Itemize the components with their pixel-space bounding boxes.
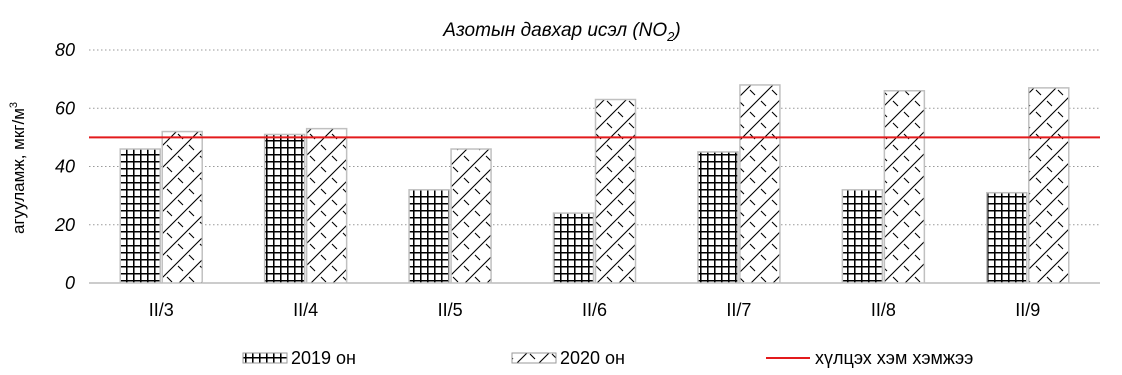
y-tick-label: 60 <box>55 98 75 118</box>
bar-series-2020 <box>739 84 781 284</box>
x-tick-labels: II/3 II/4 II/5 II/6 II/7 II/8 II/9 <box>149 300 1041 320</box>
x-tick-label: II/9 <box>1015 300 1040 320</box>
bar-series-2019 <box>408 189 450 284</box>
bar-series-2020 <box>161 130 203 284</box>
bar-series-2019 <box>697 151 739 284</box>
x-tick-label: II/5 <box>438 300 463 320</box>
chart-title: Азотын давхар исэл (NO2) <box>442 20 680 44</box>
y-tick-label: 20 <box>54 215 75 235</box>
legend-label-2020: 2020 он <box>560 348 625 368</box>
y-axis-label: агууламж, мкг/м3 <box>8 102 28 234</box>
bar-series-2020 <box>594 98 637 284</box>
x-tick-label: II/7 <box>726 300 751 320</box>
bar-series-2020 <box>450 148 492 284</box>
bar-series-2019 <box>841 189 884 284</box>
y-tick-label: 0 <box>65 273 75 293</box>
legend-swatch-2019 <box>242 352 288 364</box>
y-tick-labels: 0 20 40 60 80 <box>54 40 75 293</box>
legend-swatch-2020 <box>511 352 557 364</box>
bar-series-2019 <box>552 212 595 284</box>
gridlines <box>89 49 1100 284</box>
bar-series-2019 <box>986 191 1028 284</box>
bar-series-2019 <box>119 148 161 284</box>
legend-label-2019: 2019 он <box>291 348 356 368</box>
x-tick-label: II/4 <box>293 300 318 320</box>
bars <box>119 84 1070 284</box>
bar-series-2020 <box>883 90 926 284</box>
bar-series-2019 <box>263 133 306 284</box>
x-tick-label: II/8 <box>871 300 896 320</box>
legend: 2019 он 2020 он хүлцэх хэм хэмжээ <box>242 348 973 368</box>
x-tick-label: II/3 <box>149 300 174 320</box>
y-tick-label: 80 <box>55 40 75 60</box>
bar-series-2020 <box>1028 87 1070 284</box>
legend-label-limit: хүлцэх хэм хэмжээ <box>815 348 973 368</box>
x-tick-label: II/6 <box>582 300 607 320</box>
bar-series-2020 <box>305 127 348 284</box>
y-tick-label: 40 <box>55 157 75 177</box>
